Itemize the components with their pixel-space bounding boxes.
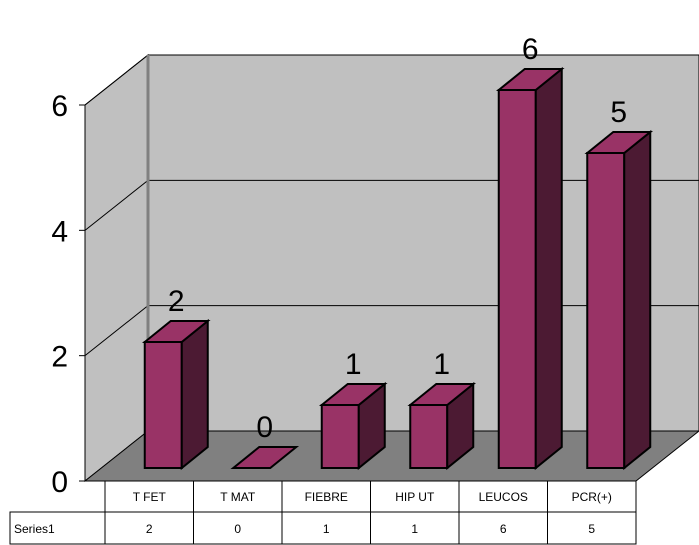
bars	[141, 66, 654, 471]
data-label: 1	[433, 348, 450, 381]
x-category-label: PCR(+)	[572, 490, 612, 504]
bar-top	[141, 320, 211, 343]
bar-top	[495, 68, 565, 91]
data-label: 6	[522, 33, 539, 66]
bar-front	[320, 404, 360, 469]
table-series-name: Series1	[14, 522, 55, 536]
x-category-label: T FET	[133, 490, 167, 504]
y-tick-label: 6	[51, 90, 68, 123]
data-label: 5	[610, 96, 627, 129]
table-cell-value: 5	[588, 522, 595, 536]
bar	[230, 446, 300, 469]
bar-top	[318, 383, 388, 406]
data-label: 2	[168, 285, 185, 318]
bar-front	[586, 152, 626, 469]
data-label: 1	[345, 348, 362, 381]
bar-front	[143, 341, 183, 469]
bar-side	[623, 129, 652, 471]
x-category-label: T MAT	[220, 490, 256, 504]
table-cell-value: 6	[500, 522, 507, 536]
x-category-label: LEUCOS	[479, 490, 528, 504]
bar-top	[584, 131, 654, 154]
table-cell-value: 0	[234, 522, 241, 536]
x-category-label: HIP UT	[395, 490, 435, 504]
table-cell-value: 1	[323, 522, 330, 536]
table-cell-value: 2	[146, 522, 153, 536]
y-tick-label: 0	[51, 466, 68, 499]
y-tick-label: 4	[51, 215, 68, 248]
bar-top	[407, 383, 477, 406]
data-table: T FET 2 T MAT 0 FIEBRE 1 HIP UT 1 LEUCOS 6 PCR(+) 5…	[9, 481, 637, 545]
x-category-label: FIEBRE	[305, 490, 348, 504]
side-wall	[84, 53, 149, 483]
bar-front	[497, 89, 537, 469]
data-labels: 2 0 1 1 6 5	[168, 33, 627, 444]
bar	[318, 381, 388, 471]
bar	[495, 66, 565, 471]
y-axis-ticks: 0 2 4 6	[51, 90, 85, 499]
bar-side	[534, 66, 563, 471]
data-label: 0	[256, 411, 273, 444]
bar-side	[180, 318, 209, 471]
table-cell-value: 1	[411, 522, 418, 536]
bar-front	[409, 404, 449, 469]
bar	[584, 129, 654, 471]
bar	[407, 381, 477, 471]
bar	[141, 318, 211, 471]
y-tick-label: 2	[51, 341, 68, 374]
bar-top	[230, 446, 300, 469]
